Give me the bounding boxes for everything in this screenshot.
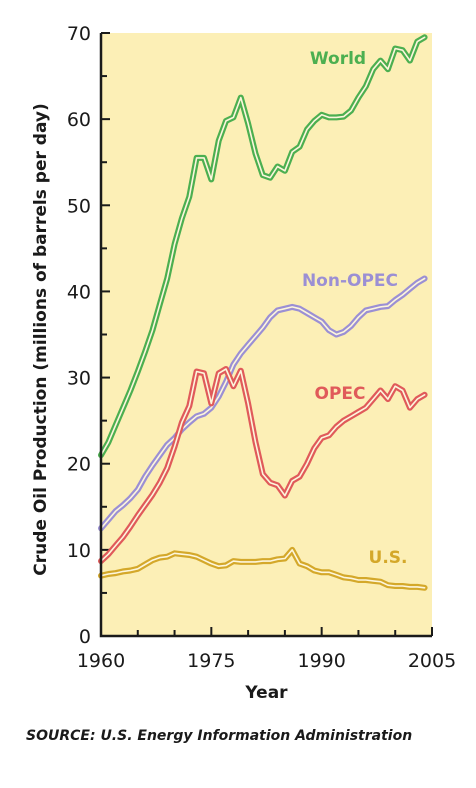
y-tick-label: 50 [67, 195, 91, 217]
series-label: OPEC [315, 384, 366, 404]
series-labels: World Non-OPEC OPEC U.S. [302, 49, 408, 568]
y-tick-label: 30 [67, 368, 91, 390]
series-label: U.S. [369, 548, 408, 568]
series-opec-line [98, 366, 428, 565]
axis-ticks [100, 32, 433, 637]
plot-background [101, 33, 432, 636]
series-lines [98, 34, 428, 591]
series-label: World [310, 49, 366, 69]
x-axis-label: Year [244, 683, 288, 703]
series-non-opec-line [98, 275, 428, 532]
y-axis-label: Crude Oil Production (millions of barrel… [31, 103, 51, 576]
series-u-s--line [98, 546, 428, 591]
x-tick-label: 1990 [297, 650, 345, 672]
axes [99, 33, 432, 638]
y-tick-label: 20 [67, 454, 91, 476]
x-tick-label: 1975 [187, 650, 235, 672]
source-note: SOURCE: U.S. Energy Information Administ… [26, 728, 413, 744]
series-label: Non-OPEC [302, 271, 398, 291]
series-world-line [98, 34, 428, 459]
y-tick-label: 60 [67, 109, 91, 131]
y-tick-label: 70 [67, 23, 91, 45]
x-tick-label: 1960 [77, 650, 125, 672]
y-tick-label: 10 [67, 540, 91, 562]
tick-labels: 0 10 20 30 40 50 60 70 1960 1975 1990 2005 [67, 23, 456, 672]
y-tick-label: 0 [79, 626, 91, 648]
y-tick-label: 40 [67, 281, 91, 303]
x-tick-label: 2005 [408, 650, 456, 672]
